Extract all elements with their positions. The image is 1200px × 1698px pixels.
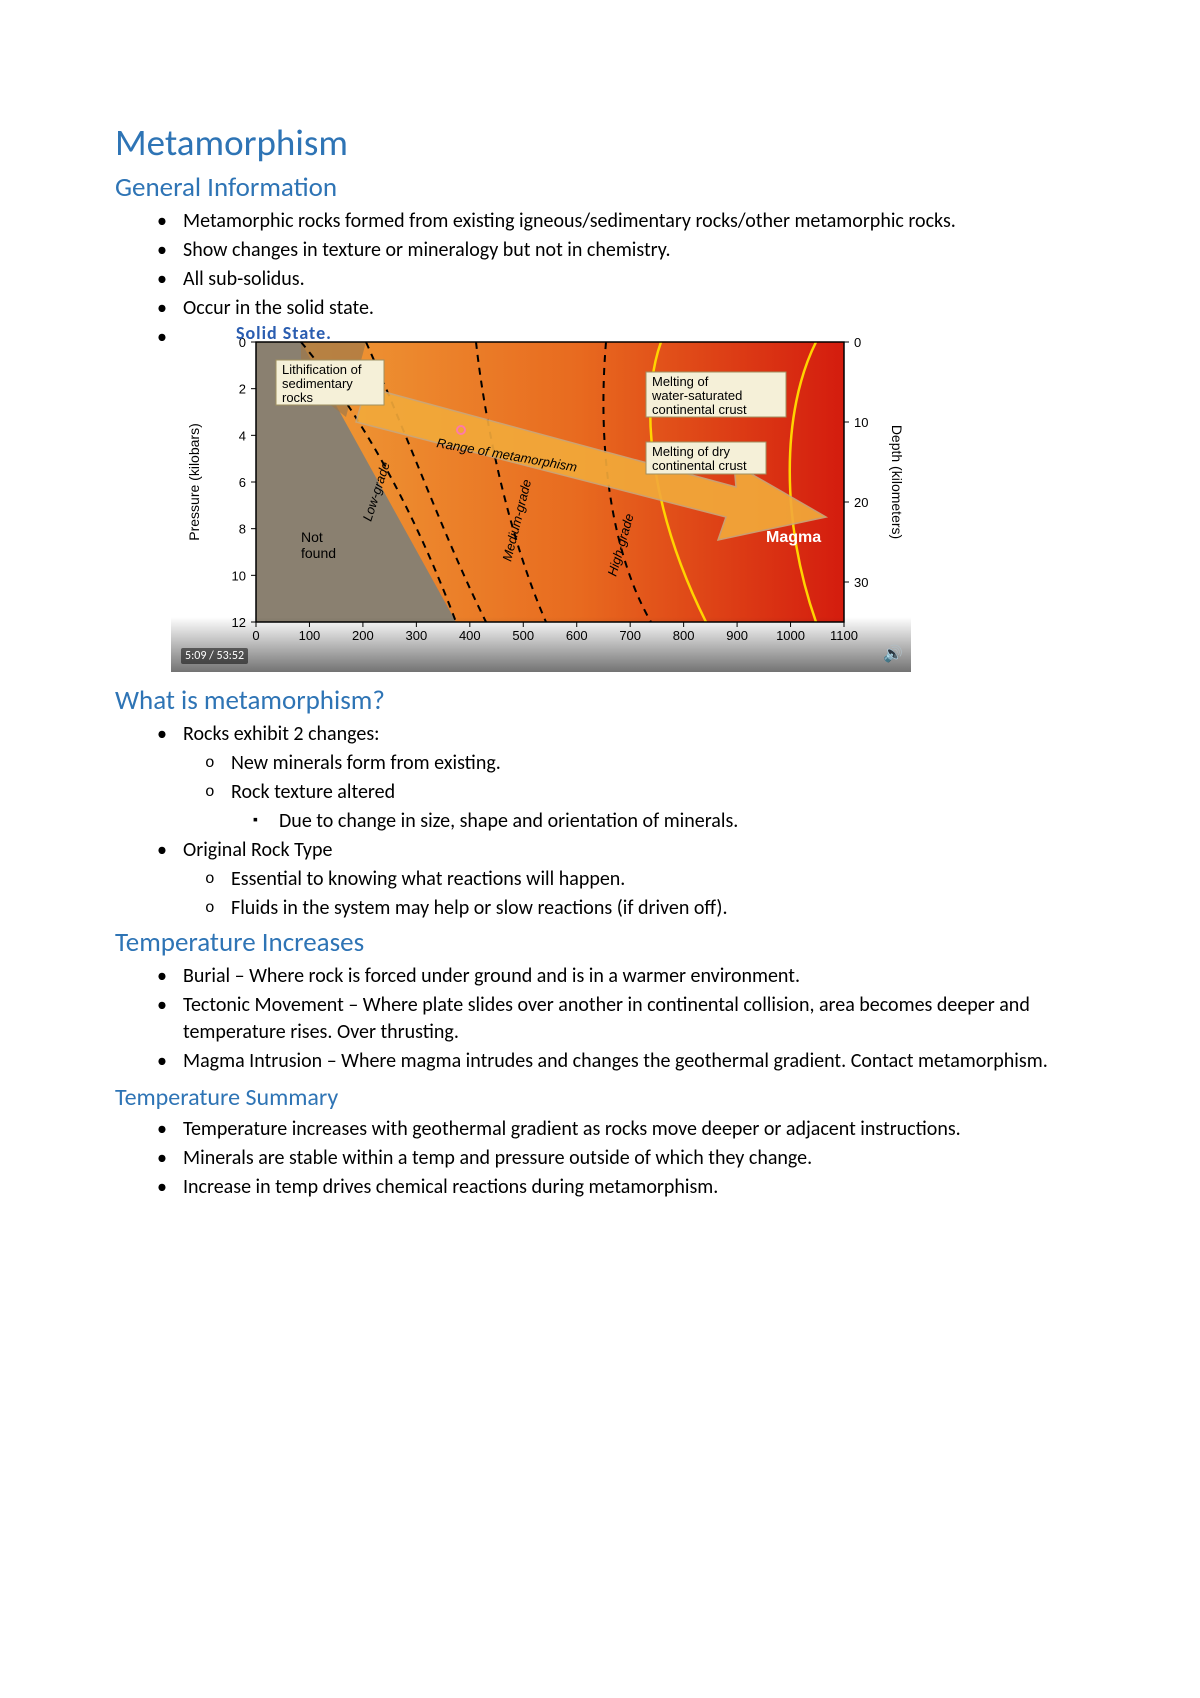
list-item: New minerals form from existing.: [231, 750, 1085, 777]
svg-text:Not: Not: [301, 529, 323, 545]
svg-text:Depth (kilometers): Depth (kilometers): [889, 425, 905, 539]
svg-text:10: 10: [854, 415, 868, 430]
svg-text:6: 6: [239, 475, 246, 490]
svg-text:Melting of dry: Melting of dry: [652, 444, 731, 459]
speaker-icon[interactable]: 🔊: [883, 644, 903, 664]
svg-text:20: 20: [854, 495, 868, 510]
heading-what-is: What is metamorphism?: [115, 684, 1085, 717]
list-temp-increases: Burial – Where rock is forced under grou…: [115, 963, 1085, 1075]
list-item: Fluids in the system may help or slow re…: [231, 895, 1085, 922]
list-general: Metamorphic rocks formed from existing i…: [115, 208, 1085, 322]
svg-text:Lithification of: Lithification of: [282, 362, 362, 377]
heading-temp-increases: Temperature Increases: [115, 926, 1085, 959]
svg-text:continental crust: continental crust: [652, 402, 747, 417]
list-item: Rock texture altered Due to change in si…: [231, 779, 1085, 835]
svg-text:continental crust: continental crust: [652, 458, 747, 473]
svg-text:Pressure (kilobars): Pressure (kilobars): [186, 423, 202, 540]
list-temp-summary: Temperature increases with geothermal gr…: [115, 1116, 1085, 1201]
svg-text:0: 0: [854, 335, 861, 350]
chart-container: Solid State. Pressure (kilobars)Depth (k…: [171, 332, 1085, 672]
list-item: Due to change in size, shape and orienta…: [279, 808, 1085, 835]
chart-clip-label: Solid State.: [236, 322, 332, 344]
svg-text:8: 8: [239, 522, 246, 537]
heading-temp-summary: Temperature Summary: [115, 1083, 1085, 1112]
page-title: Metamorphism: [115, 120, 1085, 165]
list-item: All sub-solidus.: [183, 266, 1085, 293]
svg-text:found: found: [301, 545, 336, 561]
list-item: Temperature increases with geothermal gr…: [183, 1116, 1085, 1143]
video-timestamp: 5:09 / 53:52: [181, 648, 248, 664]
list-item: Essential to knowing what reactions will…: [231, 866, 1085, 893]
svg-text:10: 10: [232, 568, 246, 583]
list-item: Show changes in texture or mineralogy bu…: [183, 237, 1085, 264]
list-item: Tectonic Movement – Where plate slides o…: [183, 992, 1085, 1046]
svg-text:sedimentary: sedimentary: [282, 376, 353, 391]
heading-general: General Information: [115, 171, 1085, 204]
svg-text:4: 4: [239, 428, 246, 443]
svg-text:water-saturated: water-saturated: [651, 388, 742, 403]
list-item: Burial – Where rock is forced under grou…: [183, 963, 1085, 990]
list-item-label: Rocks exhibit 2 changes:: [183, 722, 380, 746]
list-item-label: Original Rock Type: [183, 838, 332, 862]
pressure-temperature-chart: Solid State. Pressure (kilobars)Depth (k…: [171, 332, 911, 672]
svg-text:30: 30: [854, 575, 868, 590]
list-item-label: Rock texture altered: [231, 780, 395, 804]
chart-svg: Pressure (kilobars) Depth (kilometers) Lit…: [171, 332, 911, 672]
list-item: Original Rock Type Essential to knowing …: [183, 837, 1085, 922]
list-what-is: Rocks exhibit 2 changes: New minerals fo…: [115, 721, 1085, 922]
list-item: Occur in the solid state.: [183, 295, 1085, 322]
list-item: Minerals are stable within a temp and pr…: [183, 1145, 1085, 1172]
svg-text:Melting of: Melting of: [652, 374, 709, 389]
list-item: Metamorphic rocks formed from existing i…: [183, 208, 1085, 235]
list-item: Magma Intrusion – Where magma intrudes a…: [183, 1048, 1085, 1075]
list-item: Rocks exhibit 2 changes: New minerals fo…: [183, 721, 1085, 835]
list-item: Increase in temp drives chemical reactio…: [183, 1174, 1085, 1201]
svg-text:Magma: Magma: [766, 529, 821, 546]
svg-text:2: 2: [239, 382, 246, 397]
svg-text:rocks: rocks: [282, 390, 314, 405]
